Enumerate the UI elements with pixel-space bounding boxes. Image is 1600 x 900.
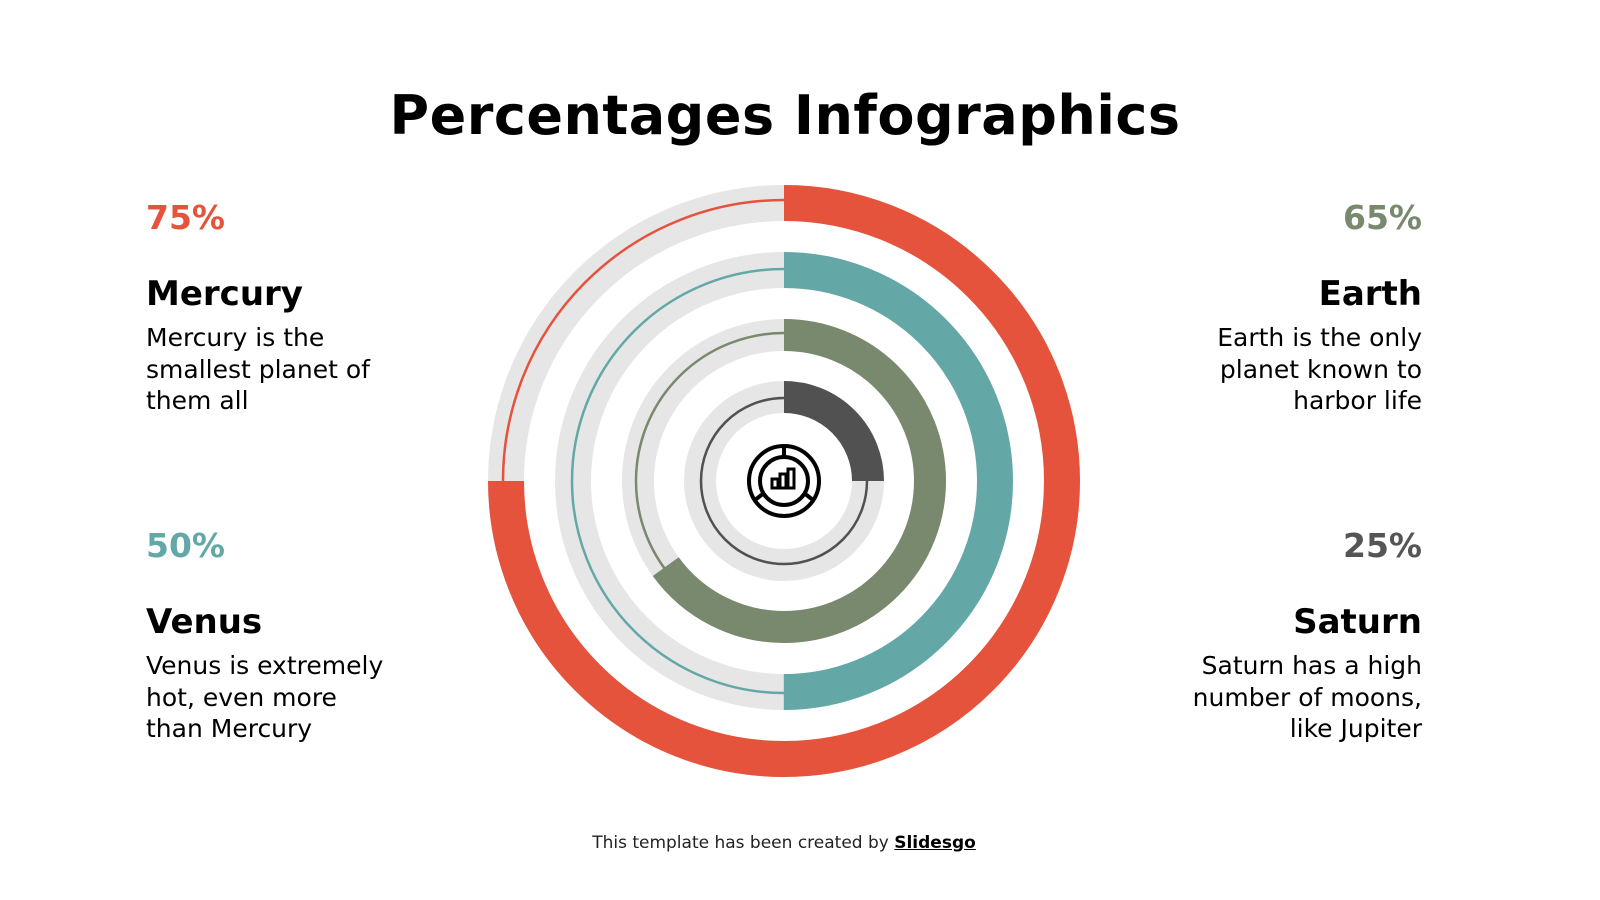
item-title: Saturn <box>1293 602 1422 642</box>
item-description: Venus is extremely hot, even more than M… <box>146 651 384 743</box>
chart-dial-icon <box>747 444 821 518</box>
info-block-venus: 50% Venus Venus is extremely hot, even m… <box>146 526 446 745</box>
percent-label: 25% <box>1343 526 1422 565</box>
info-block-earth: 65% Earth Earth is the only planet known… <box>1122 198 1422 417</box>
info-block-saturn: 25% Saturn Saturn has a high number of m… <box>1122 526 1422 745</box>
radial-percentage-chart <box>488 185 1080 777</box>
percent-label: 50% <box>146 526 225 565</box>
item-description: Saturn has a high number of moons, like … <box>1192 651 1422 743</box>
arc-venus-50 <box>555 252 1013 710</box>
slidesgo-link[interactable]: Slidesgo <box>894 833 976 853</box>
arc-saturn-25 <box>684 381 884 581</box>
info-block-mercury: 75% Mercury Mercury is the smallest plan… <box>146 198 446 417</box>
item-description: Earth is the only planet known to harbor… <box>1217 323 1422 415</box>
percent-label: 75% <box>146 198 225 237</box>
item-title: Mercury <box>146 274 303 314</box>
arc-mercury-75 <box>488 185 1080 777</box>
arc-earth-65 <box>622 319 946 643</box>
item-description: Mercury is the smallest planet of them a… <box>146 323 370 415</box>
page-title: Percentages Infographics <box>389 84 1181 147</box>
footer-credit: This template has been created by Slides… <box>592 833 976 853</box>
item-title: Venus <box>146 602 263 642</box>
percent-label: 65% <box>1343 198 1422 237</box>
item-title: Earth <box>1318 274 1422 314</box>
